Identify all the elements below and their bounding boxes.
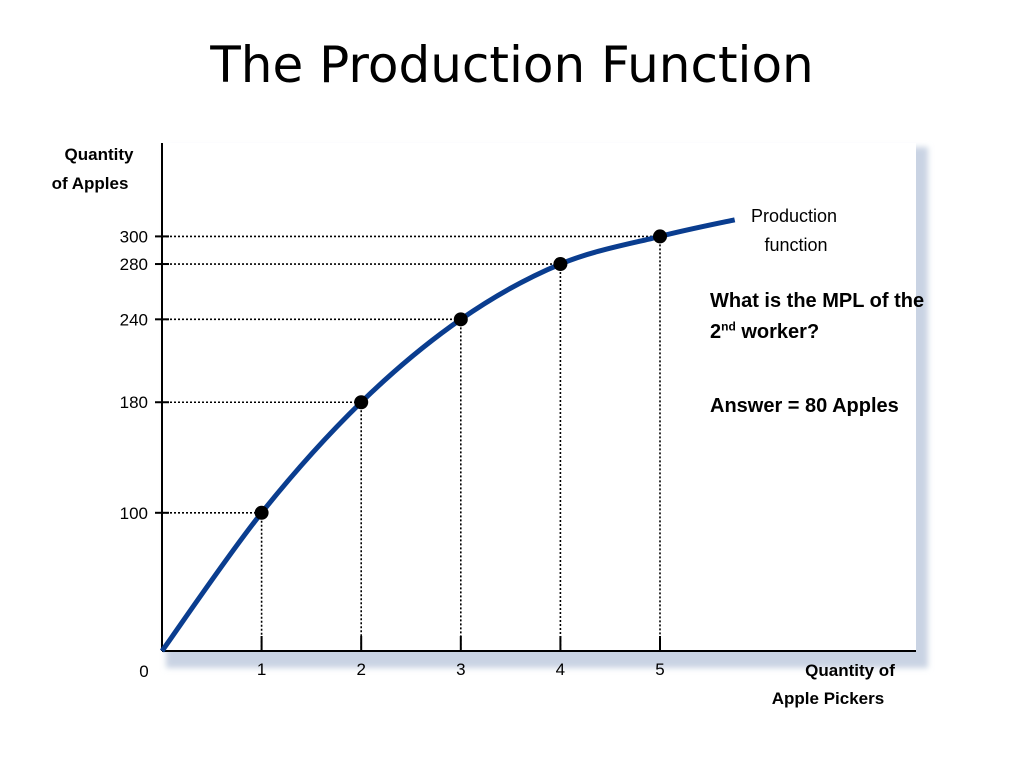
x-tick-label-4: 4 [556, 660, 565, 679]
origin-label: 0 [139, 662, 148, 681]
production-curve [159, 217, 736, 653]
x-tick-label-3: 3 [456, 660, 465, 679]
slide-title: The Production Function [210, 36, 814, 94]
axis-ticks: 100 180 240 280 300 1 2 3 4 5 [120, 227, 665, 679]
question-line1: What is the MPL of the [710, 290, 925, 312]
curve-label-line2: function [764, 235, 827, 255]
data-point-1 [254, 505, 269, 520]
y-tick-label-240: 240 [120, 310, 148, 329]
question-ordinal-suffix: nd [721, 319, 736, 334]
data-point-4 [553, 257, 568, 272]
question-text: What is the MPL of the 2nd worker? [710, 286, 1010, 348]
question-line2: worker? [735, 321, 820, 343]
answer-text: Answer = 80 Apples [710, 395, 899, 417]
y-tick-label-180: 180 [120, 393, 148, 412]
guide-lines [162, 235, 661, 651]
x-tick-label-1: 1 [257, 660, 266, 679]
x-axis-title-line2: Apple Pickers [772, 689, 884, 708]
data-point-3 [453, 312, 468, 327]
y-tick-label-300: 300 [120, 227, 148, 246]
x-tick-label-5: 5 [655, 660, 664, 679]
curve-label-line1: Production [751, 206, 837, 226]
x-axis-title-line1: Quantity of [805, 661, 895, 680]
y-tick-label-100: 100 [120, 504, 148, 523]
data-point-5 [653, 229, 667, 244]
question-ordinal: 2 [710, 321, 722, 343]
plot-panel [162, 143, 916, 651]
data-points [254, 229, 667, 520]
data-point-2 [354, 395, 369, 410]
y-axis-title-line2: of Apples [52, 174, 129, 193]
y-axis-title-line1: Quantity [65, 145, 134, 164]
x-tick-label-2: 2 [356, 660, 365, 679]
y-tick-label-280: 280 [120, 255, 148, 274]
